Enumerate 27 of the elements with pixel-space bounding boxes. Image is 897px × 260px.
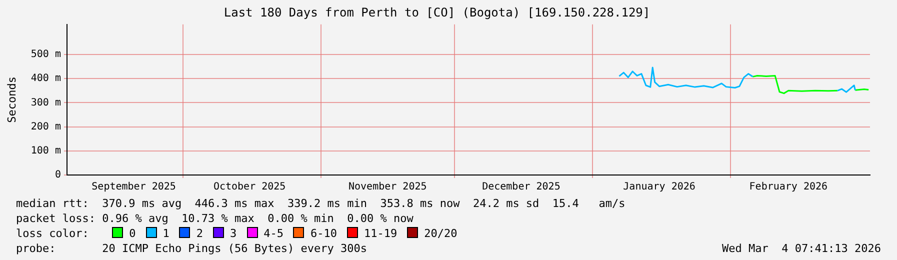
text: probe: 20 ICMP Echo Pings (56 Bytes) every 300s bbox=[16, 242, 367, 256]
chart-title: Last 180 Days from Perth to [CO] (Bogota) [169.150.228.129] bbox=[224, 5, 650, 20]
text: loss color: bbox=[16, 227, 89, 240]
text: 0 bbox=[129, 227, 136, 240]
text: 11-19 bbox=[364, 227, 398, 240]
y-tick-label: 500 m bbox=[30, 49, 61, 60]
x-tick-label: February 2026 bbox=[749, 182, 828, 193]
y-tick-label: 100 m bbox=[30, 146, 61, 156]
y-tick-label: 300 m bbox=[30, 97, 61, 108]
x-tick-label: September 2025 bbox=[92, 182, 176, 193]
text: median rtt: 370.9 ms avg 446.3 ms max 339.2 ms min 353.8 ms now 24.2 ms sd 15.4 am/s bbox=[16, 197, 626, 211]
x-tick-label: January 2026 bbox=[623, 182, 696, 193]
text: 6-10 bbox=[310, 227, 337, 240]
y-tick-label: 200 m bbox=[30, 121, 61, 132]
text: 4-5 bbox=[264, 227, 284, 240]
x-tick-label: November 2025 bbox=[348, 182, 427, 193]
text: 2 bbox=[196, 227, 203, 240]
text: 3 bbox=[230, 227, 237, 240]
x-tick-label: December 2025 bbox=[482, 182, 560, 193]
text: Wed Mar 4 07:41:13 2026 bbox=[722, 242, 881, 256]
x-tick-label: October 2025 bbox=[213, 182, 286, 193]
text: 1 bbox=[162, 227, 170, 240]
y-tick-label: 0 bbox=[54, 170, 61, 181]
text: 20/20 bbox=[424, 227, 458, 240]
text: packet loss: 0.96 % avg 10.73 % max 0.00 % min 0.00 % now bbox=[16, 212, 414, 226]
y-tick-label: 400 m bbox=[30, 73, 61, 84]
y-axis-title: Seconds bbox=[5, 76, 18, 123]
